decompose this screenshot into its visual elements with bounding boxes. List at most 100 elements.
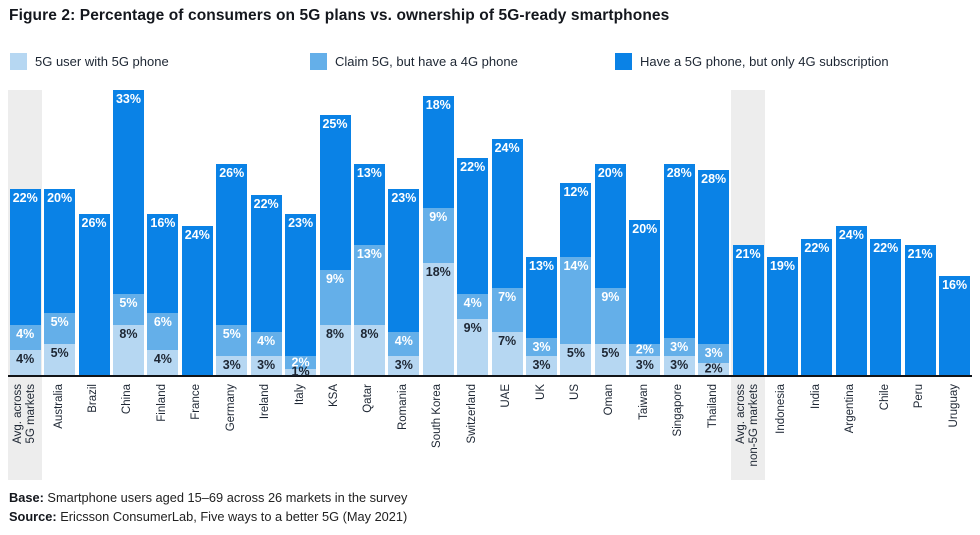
segment-value-label: 13% xyxy=(529,259,555,274)
bar-segment: 3% xyxy=(526,356,558,375)
bar-segment: 4% xyxy=(9,350,41,375)
x-label-slot: Avg. across 5G markets xyxy=(8,379,42,480)
bar-segment: 24% xyxy=(835,226,867,375)
bar-column: 13% 13% 8% xyxy=(352,88,386,375)
bar-segment: 9% xyxy=(422,207,454,264)
segment-value-label: 3% xyxy=(670,358,689,373)
x-axis-label: Qatar xyxy=(362,384,375,413)
bar-segment: 1% xyxy=(285,365,317,378)
segment-value-label: 5% xyxy=(601,346,620,360)
stacked-bar: 28% 3% 2% xyxy=(698,170,730,375)
bar-segment: 21% xyxy=(904,244,936,375)
x-axis-label: Ireland xyxy=(259,384,272,420)
segment-value-label: 19% xyxy=(769,259,795,274)
bar-column: 28% 3% 3% xyxy=(662,88,696,375)
bar-segment: 28% xyxy=(663,164,695,338)
bar-column: 12% 14% 5% xyxy=(559,88,593,375)
bar-column: 26% xyxy=(77,88,111,375)
x-axis-label: UAE xyxy=(500,384,513,408)
stacked-bar: 13% 3% 3% xyxy=(526,257,558,375)
x-axis-label: Avg. across 5G markets xyxy=(11,384,37,444)
legend-label: Have a 5G phone, but only 4G subscriptio… xyxy=(640,53,889,69)
x-label-slot: Australia xyxy=(42,379,76,480)
bar-segment: 5% xyxy=(112,294,144,326)
segment-value-label: 23% xyxy=(288,215,314,230)
x-label-slot: Avg. across non-5G markets xyxy=(731,379,765,480)
bar-segment: 9% xyxy=(594,288,626,344)
bar-segment: 8% xyxy=(319,325,351,375)
stacked-bar: 24% xyxy=(181,226,213,375)
bar-segment: 2% xyxy=(629,343,661,357)
bar-segment: 14% xyxy=(560,257,592,344)
bar-segment: 22% xyxy=(870,238,902,375)
bar-segment: 4% xyxy=(9,325,41,351)
segment-value-label: 3% xyxy=(635,358,654,373)
bar-column: 22% xyxy=(869,88,903,375)
bar-segment: 2% xyxy=(698,362,730,375)
x-label-slot: UAE xyxy=(490,379,524,480)
segment-value-label: 22% xyxy=(873,240,899,255)
bar-column: 13% 3% 3% xyxy=(524,88,558,375)
stacked-bar: 21% xyxy=(904,244,936,375)
x-axis-label: Italy xyxy=(293,384,306,406)
bar-column: 20% 9% 5% xyxy=(593,88,627,375)
segment-value-label: 4% xyxy=(257,333,276,348)
segment-value-label: 3% xyxy=(670,339,689,354)
bar-segment: 12% xyxy=(560,182,592,258)
segment-value-label: 24% xyxy=(184,228,210,243)
bar-segment: 20% xyxy=(629,220,661,345)
bar-segment: 3% xyxy=(629,356,661,375)
segment-value-label: 9% xyxy=(601,290,620,305)
x-label-slot: Indonesia xyxy=(765,379,799,480)
bar-segment: 9% xyxy=(457,319,489,375)
x-label-slot: Singapore xyxy=(662,379,696,480)
x-axis-label: Peru xyxy=(913,384,926,409)
bar-segment: 7% xyxy=(491,331,523,375)
bar-column: 22% 4% 9% xyxy=(455,88,489,375)
stacked-bar: 18% 9% 18% xyxy=(422,96,454,375)
segment-value-label: 2% xyxy=(704,361,723,376)
bar-segment: 19% xyxy=(766,257,798,375)
stacked-bar: 28% 3% 3% xyxy=(663,164,695,375)
bar-column: 21% xyxy=(731,88,765,375)
legend-swatch-medium-blue xyxy=(310,52,327,70)
bar-column: 16% xyxy=(937,88,971,375)
x-axis-label: Taiwan xyxy=(637,384,650,420)
bar-column: 21% xyxy=(903,88,937,375)
x-axis-label: China xyxy=(121,384,134,415)
bar-segment: 22% xyxy=(9,189,41,326)
stacked-bar: 24% xyxy=(835,226,867,375)
bar-segment: 8% xyxy=(112,325,144,375)
bar-segment: 18% xyxy=(422,96,454,208)
x-label-slot: Brazil xyxy=(77,379,111,480)
footnote-base-text: Smartphone users aged 15–69 across 26 ma… xyxy=(43,490,408,505)
bar-segment: 13% xyxy=(353,244,385,326)
legend-swatch-light-blue xyxy=(10,52,27,70)
bar-segment: 3% xyxy=(250,356,282,375)
stacked-bar: 23% 2% 1% xyxy=(285,213,317,378)
x-axis-label: UK xyxy=(534,384,547,400)
bar-column: 33% 5% 8% xyxy=(111,88,145,375)
segment-value-label: 16% xyxy=(150,215,176,230)
segment-value-label: 4% xyxy=(463,296,482,311)
bar-segment: 3% xyxy=(388,356,420,375)
x-axis-label: Brazil xyxy=(87,384,100,413)
segment-value-label: 24% xyxy=(494,141,520,156)
bar-segment: 4% xyxy=(388,331,420,357)
x-axis-labels: Avg. across 5G markets Australia Brazil Chin… xyxy=(8,379,972,480)
segment-value-label: 26% xyxy=(81,215,107,230)
segment-value-label: 18% xyxy=(425,98,451,113)
legend-item-claim-5g: Claim 5G, but have a 4G phone xyxy=(310,52,518,70)
segment-value-label: 8% xyxy=(360,327,379,342)
x-label-slot: Qatar xyxy=(352,379,386,480)
segment-value-label: 28% xyxy=(666,166,692,181)
x-label-slot: Italy xyxy=(283,379,317,480)
segment-value-label: 3% xyxy=(704,346,723,361)
bar-segment: 24% xyxy=(491,139,523,289)
chart-footnote: Base: Smartphone users aged 15–69 across… xyxy=(9,488,407,526)
segment-value-label: 4% xyxy=(394,333,413,348)
bar-segment: 22% xyxy=(801,238,833,375)
bar-segment: 4% xyxy=(147,350,179,375)
stacked-bar: 23% 4% 3% xyxy=(388,189,420,375)
bar-segment: 18% xyxy=(422,263,454,375)
